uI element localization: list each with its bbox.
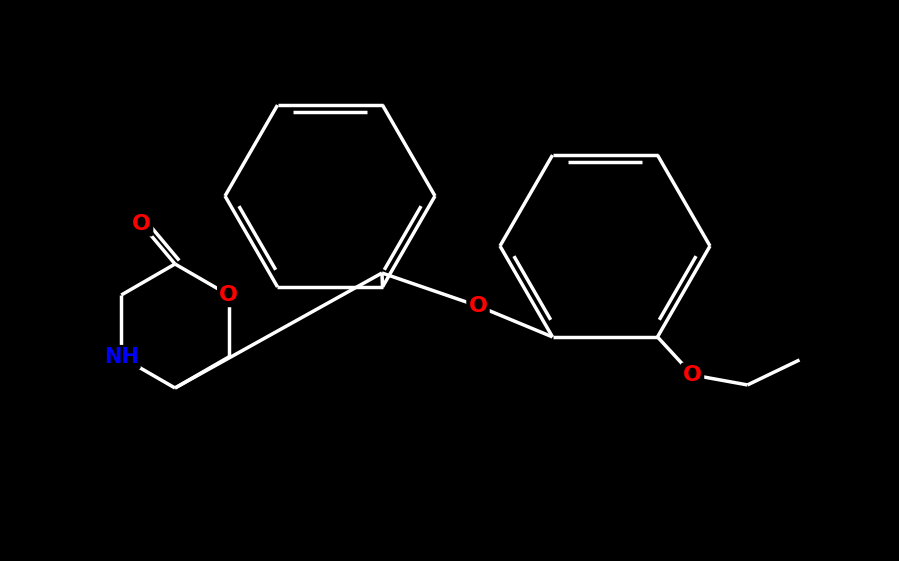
Text: NH: NH [104,347,138,367]
Text: O: O [132,214,151,234]
Text: O: O [468,296,487,316]
Text: O: O [683,365,702,385]
Text: O: O [219,285,238,305]
